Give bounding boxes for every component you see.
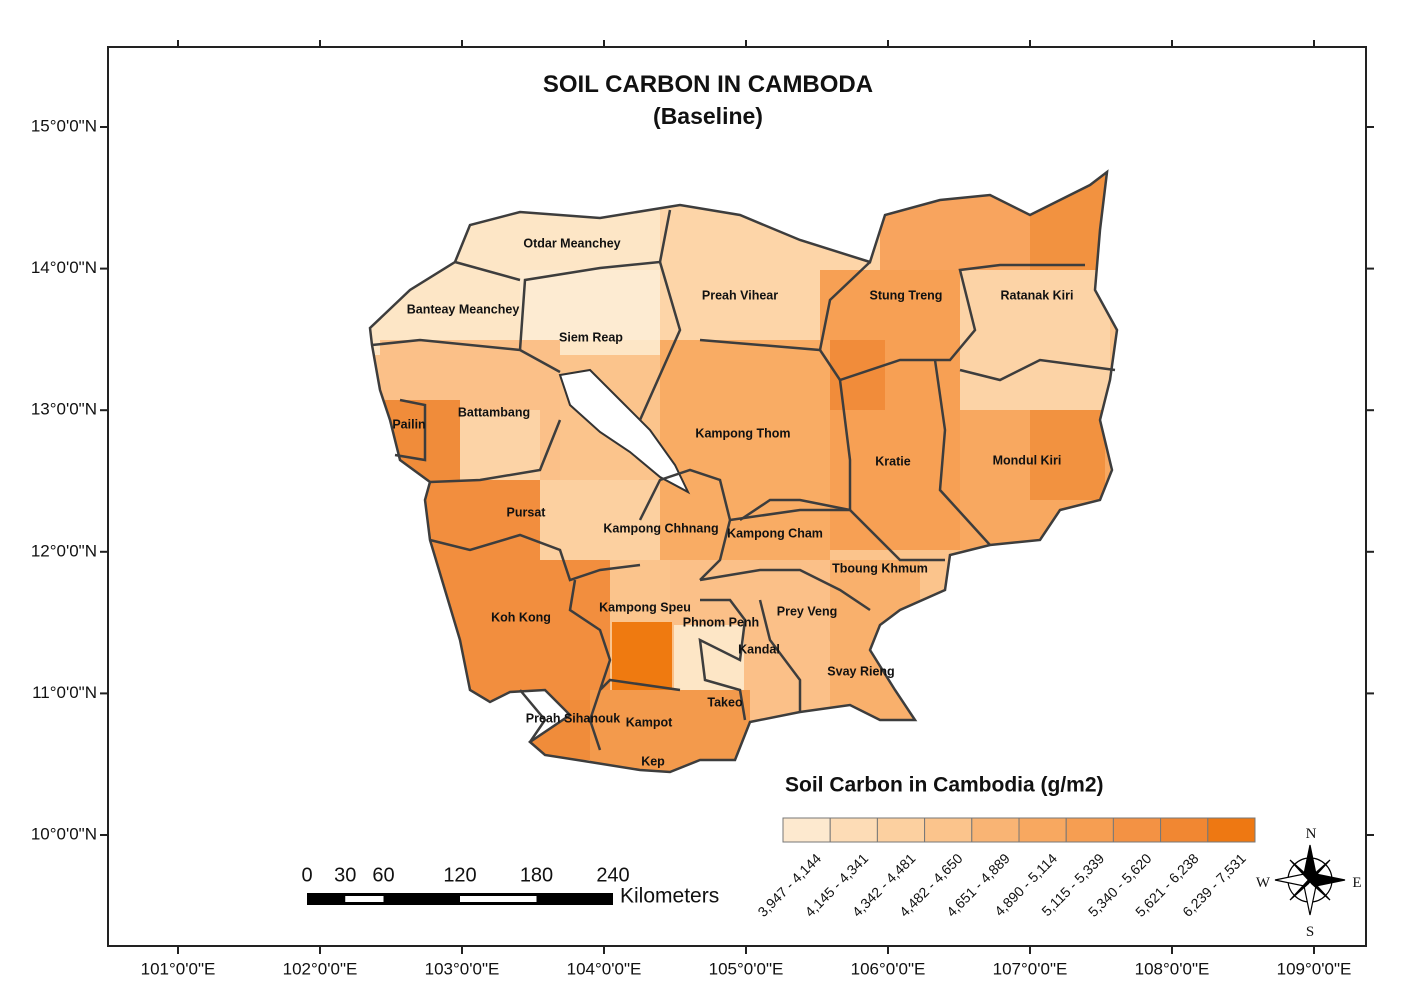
legend-swatch xyxy=(829,817,878,843)
province-label: Kampong Speu xyxy=(599,600,691,614)
compass-e: E xyxy=(1352,875,1361,891)
lat-tick-label: 11°0'0"N xyxy=(32,683,97,702)
province-boundaries xyxy=(368,170,1119,774)
lon-tick-label: 101°0'0"E xyxy=(141,959,216,978)
province-label: Siem Reap xyxy=(559,330,623,344)
compass-s: S xyxy=(1306,924,1314,940)
legend-swatch xyxy=(876,817,926,843)
province-label: Ratanak Kiri xyxy=(1001,288,1074,302)
province-label: Preah Sihanouk xyxy=(526,711,621,725)
scale-tick-label: 180 xyxy=(520,864,553,886)
lat-tick-label: 13°0'0"N xyxy=(31,400,97,419)
province-label: Preah Vihear xyxy=(702,288,778,302)
map-frame xyxy=(107,46,1367,947)
lon-tick-label: 107°0'0"E xyxy=(993,959,1068,978)
lon-tick-label: 102°0'0"E xyxy=(283,959,358,978)
legend-swatch xyxy=(971,817,1020,843)
province-label: Otdar Meanchey xyxy=(523,236,620,250)
tonle-sap xyxy=(558,368,691,495)
scale-tick-label: 0 xyxy=(301,864,312,886)
legend-title: Soil Carbon in Cambodia (g/m2) xyxy=(785,774,1104,797)
legend-swatch xyxy=(1160,817,1209,843)
lon-tick-label: 105°0'0"E xyxy=(709,959,784,978)
lon-tick-label: 109°0'0"E xyxy=(1277,959,1352,978)
compass-rose xyxy=(1274,844,1346,916)
scale-unit: Kilometers xyxy=(620,885,719,908)
legend-swatch xyxy=(924,817,973,843)
province-label: Pursat xyxy=(507,505,547,519)
scale-bar-segment xyxy=(460,896,537,902)
province-label: Mondul Kiri xyxy=(993,453,1062,467)
lat-tick-label: 14°0'0"N xyxy=(31,258,97,277)
legend-swatch xyxy=(1112,817,1162,843)
province-label: Stung Treng xyxy=(870,288,943,302)
scale-tick-label: 30 xyxy=(334,864,356,886)
compass-n: N xyxy=(1306,826,1317,842)
map-title: SOIL CARBON IN CAMBODA xyxy=(543,71,873,98)
compass-w: W xyxy=(1256,875,1271,891)
province-label: Banteay Meanchey xyxy=(407,302,520,316)
lon-tick-label: 103°0'0"E xyxy=(425,959,500,978)
province-label: Kampong Thom xyxy=(695,426,790,440)
province-label: Takeo xyxy=(707,695,743,709)
province-label: Svay Rieng xyxy=(827,664,894,678)
province-label: Kampong Chhnang xyxy=(603,521,718,535)
scale-tick-label: 240 xyxy=(596,864,629,886)
province-label: Pailin xyxy=(392,417,425,431)
province-label: Phnom Penh xyxy=(683,615,759,629)
scale-tick-label: 60 xyxy=(372,864,394,886)
province-label: Kampot xyxy=(626,715,673,729)
lon-tick-label: 106°0'0"E xyxy=(851,959,926,978)
province-label: Kratie xyxy=(875,454,910,468)
lon-tick-label: 104°0'0"E xyxy=(567,959,642,978)
scale-tick-label: 120 xyxy=(443,864,476,886)
province-label: Kep xyxy=(641,754,665,768)
scale-bar-segment xyxy=(345,896,384,902)
legend-swatch xyxy=(782,817,831,843)
lat-tick-label: 12°0'0"N xyxy=(31,541,97,560)
legend-swatch xyxy=(1207,817,1256,843)
legend-swatch xyxy=(1065,817,1114,843)
province-label: Kampong Cham xyxy=(727,526,823,540)
province-label: Koh Kong xyxy=(491,610,551,624)
province-label: Prey Veng xyxy=(777,604,837,618)
lat-tick-label: 10°0'0"N xyxy=(31,824,97,843)
province-label: Tboung Khmum xyxy=(832,561,928,575)
lon-tick-label: 108°0'0"E xyxy=(1135,959,1210,978)
legend-swatch xyxy=(1018,817,1067,843)
soil-carbon-raster xyxy=(370,172,1117,772)
province-label: Battambang xyxy=(458,405,530,419)
map-subtitle: (Baseline) xyxy=(653,103,763,129)
province-label: Kandal xyxy=(738,642,780,656)
lat-tick-label: 15°0'0"N xyxy=(31,116,97,135)
